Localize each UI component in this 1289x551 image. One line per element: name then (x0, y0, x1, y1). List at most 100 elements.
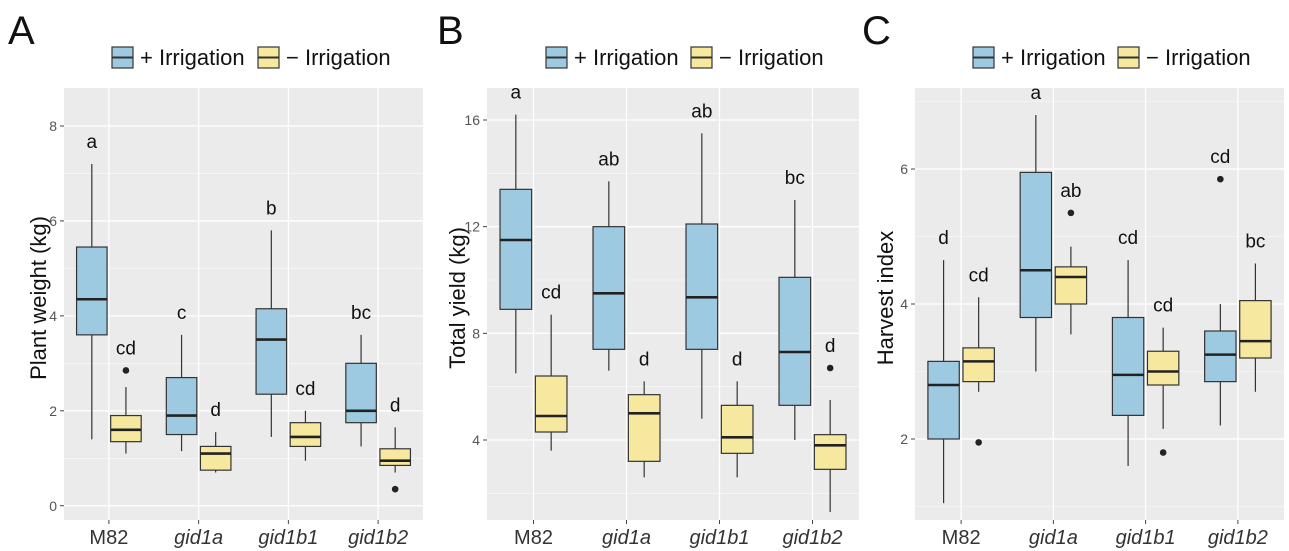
panel-b: B + Irrigation − Irrigation Total yield … (437, 9, 859, 549)
y-axis-label-a: Plant weight (kg) (26, 216, 51, 380)
legend-a: + Irrigation − Irrigation (111, 45, 391, 70)
plot-area-b: 4 8 12 16 M82 gid1a gid1b1 gid1b2 a ab ab bc cd d d d (464, 83, 859, 549)
y-tick-label: 2 (900, 431, 908, 447)
panel-letter-a: A (8, 9, 35, 53)
significance-letter: a (511, 83, 522, 104)
box-non-irrigated: ab (1054, 181, 1088, 335)
x-tick-label: gid1a (1029, 527, 1078, 549)
significance-letter: cd (541, 283, 561, 304)
box-non-irrigated: d (627, 349, 661, 478)
x-tick-label: gid1b1 (689, 527, 749, 549)
y-axis-label-c: Harvest index (873, 231, 898, 366)
box-body (289, 422, 322, 448)
box-irrigated: a (1019, 83, 1053, 372)
significance-letter: cd (1118, 228, 1138, 249)
legend-label-irrigated: + Irrigation (1001, 45, 1106, 70)
significance-letter: ab (1060, 181, 1081, 202)
box-body (627, 394, 661, 462)
y-tick-label: 6 (49, 213, 57, 229)
plot-area-c: 2 4 6 M82 gid1a gid1b1 gid1b2 d a cd cd cd ab cd bc (900, 83, 1284, 549)
significance-letter: bc (785, 168, 805, 189)
panel-letter-b: B (437, 9, 464, 53)
outlier-point (975, 439, 982, 446)
box-body (1204, 330, 1237, 383)
legend-b: + Irrigation − Irrigation (545, 45, 824, 70)
box-body (534, 375, 568, 433)
box-non-irrigated: cd (110, 338, 142, 454)
box-non-irrigated: d (379, 395, 412, 493)
significance-letter: cd (1153, 296, 1173, 317)
x-tick-label: M82 (514, 527, 553, 549)
x-tick-label: gid1a (174, 527, 223, 549)
box-non-irrigated: cd (289, 379, 322, 461)
y-axis-label-b: Total yield (kg) (445, 227, 470, 369)
y-tick-label: 8 (49, 118, 57, 134)
outlier-point (391, 485, 399, 493)
significance-letter: d (210, 400, 221, 421)
significance-letter: ab (598, 149, 619, 170)
box-body (1146, 350, 1180, 386)
box-non-irrigated: d (720, 349, 754, 478)
box-body (962, 347, 995, 383)
box-body (165, 376, 198, 436)
outlier-point (1067, 209, 1075, 217)
box-body (1054, 266, 1088, 305)
box-non-irrigated: bc (1239, 232, 1272, 392)
significance-letter: d (732, 349, 743, 370)
box-body (813, 434, 847, 470)
x-tick-label: gid1b2 (782, 527, 842, 549)
y-tick-label: 8 (472, 325, 480, 341)
box-body (379, 448, 412, 467)
box-non-irrigated: d (199, 400, 232, 473)
box-irrigated: a (75, 132, 108, 440)
y-tick-label: 4 (49, 308, 57, 324)
y-tick-label: 4 (472, 432, 480, 448)
x-tick-label: gid1b2 (348, 527, 408, 549)
legend-label-irrigated: + Irrigation (574, 45, 679, 70)
x-tick-label: M82 (942, 527, 981, 549)
legend-label-irrigated: + Irrigation (140, 45, 245, 70)
outlier-point (1217, 175, 1224, 183)
y-tick-label: 12 (464, 219, 480, 235)
box-body (1019, 171, 1053, 319)
box-irrigated: ab (685, 101, 719, 419)
panel-letter-c: C (862, 9, 891, 53)
y-tick-label: 6 (900, 161, 908, 177)
significance-letter: ab (691, 101, 712, 122)
y-tick-label: 16 (464, 112, 480, 128)
box-irrigated: b (255, 198, 288, 437)
box-body (1239, 300, 1272, 359)
legend-label-non-irrigated: − Irrigation (1146, 45, 1251, 70)
box-body (592, 226, 626, 350)
outlier-point (122, 367, 130, 374)
box-irrigated: cd (1111, 228, 1145, 466)
x-tick-label: gid1b1 (1116, 527, 1176, 549)
box-body (720, 404, 754, 454)
significance-letter: cd (969, 265, 989, 286)
significance-letter: d (825, 336, 836, 357)
box-irrigated: d (927, 228, 960, 504)
panel-a: A + Irrigation − Irrigation Plant weight… (8, 9, 423, 549)
x-tick-label: M82 (89, 527, 128, 549)
significance-letter: d (938, 228, 949, 249)
plot-area-a: 0 2 4 6 8 M82 gid1a gid1b1 gid1b2 a c b bc cd d cd d (49, 88, 423, 549)
box-irrigated: a (499, 83, 533, 374)
significance-letter: c (177, 303, 187, 324)
box-body (685, 223, 719, 350)
legend-c: + Irrigation − Irrigation (972, 45, 1251, 70)
box-non-irrigated: d (813, 336, 847, 512)
outlier-point (826, 364, 834, 372)
x-tick-label: gid1b1 (258, 527, 318, 549)
significance-letter: cd (1210, 147, 1230, 168)
box-irrigated: c (165, 303, 198, 452)
outlier-point (1159, 449, 1167, 456)
x-tick-label: gid1b2 (1208, 527, 1268, 549)
significance-letter: bc (1245, 232, 1265, 253)
legend-label-non-irrigated: − Irrigation (286, 45, 391, 70)
box-irrigated: ab (592, 149, 626, 371)
significance-letter: cd (116, 338, 136, 359)
significance-letter: bc (351, 303, 371, 324)
box-body (345, 362, 377, 424)
significance-letter: d (639, 349, 650, 370)
